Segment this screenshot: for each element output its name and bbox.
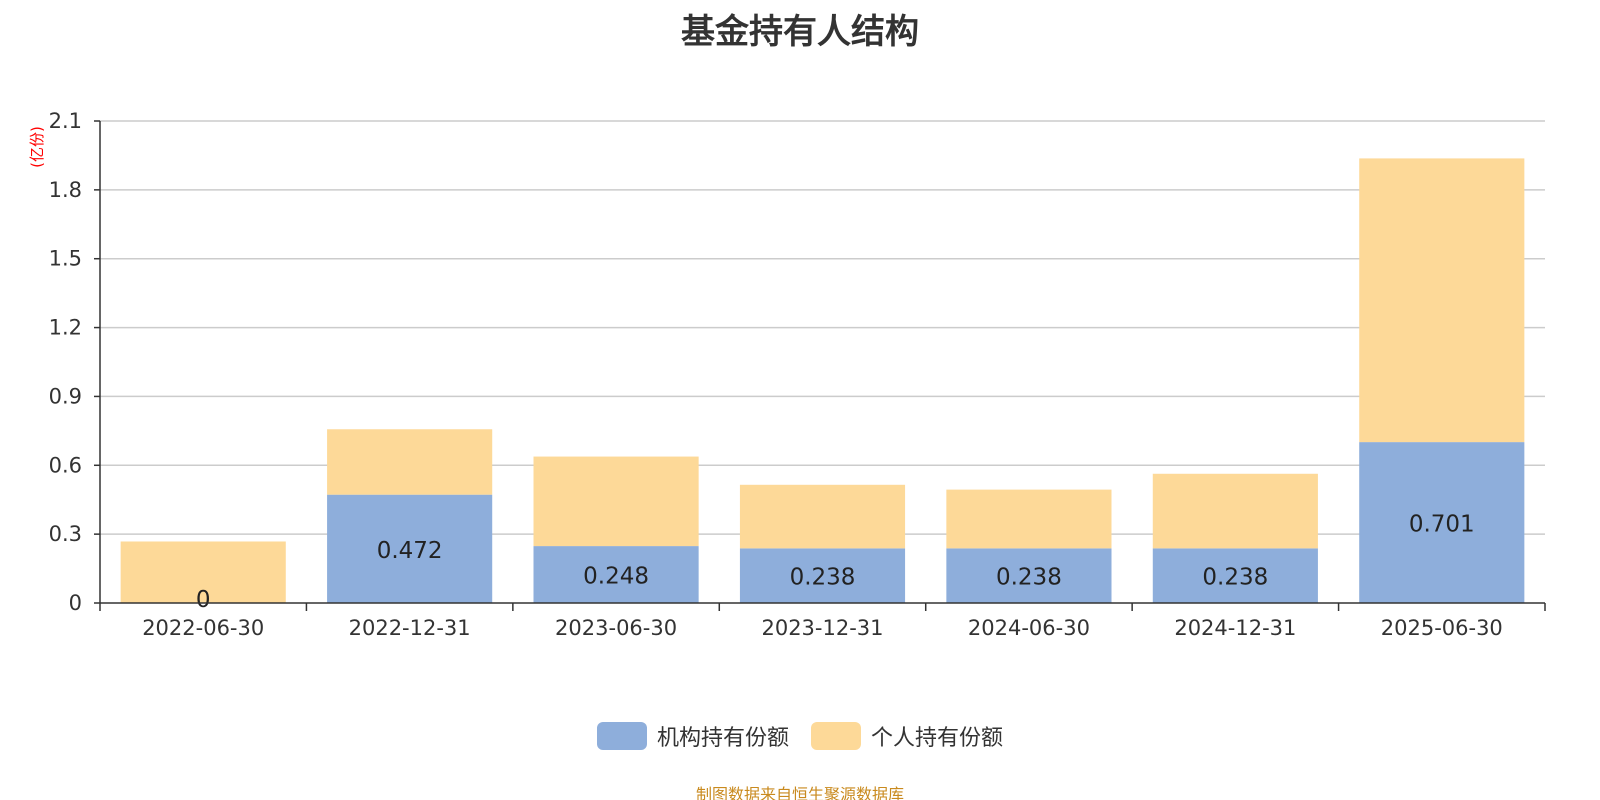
y-tick-label: 0.9 bbox=[49, 384, 82, 408]
bars bbox=[120, 158, 1525, 603]
legend-swatch-individual bbox=[811, 722, 861, 750]
data-label-institutional: 0 bbox=[196, 587, 211, 613]
bar-individual bbox=[533, 456, 699, 547]
data-label-institutional: 0.238 bbox=[1202, 565, 1268, 591]
bar-individual bbox=[120, 541, 286, 603]
y-tick-label: 0.6 bbox=[49, 453, 82, 477]
bar-individual bbox=[1359, 158, 1525, 443]
x-tick-label: 2024-12-31 bbox=[1174, 616, 1296, 640]
y-tick-label: 2.1 bbox=[49, 109, 82, 133]
x-tick-label: 2023-12-31 bbox=[761, 616, 883, 640]
legend-swatch-institutional bbox=[596, 722, 647, 750]
axes: 0 0.3 0.6 0.9 1.2 1.5 1.8 2.1 2022-06-30 2022-12-… bbox=[49, 109, 1546, 640]
bar-institutional bbox=[946, 548, 1112, 603]
data-label-institutional: 0.472 bbox=[377, 538, 443, 564]
bar-institutional bbox=[327, 494, 493, 603]
bar-individual bbox=[327, 429, 493, 495]
data-label-institutional: 0.238 bbox=[996, 565, 1062, 591]
y-tick-label: 0 bbox=[69, 591, 82, 615]
data-label-institutional: 0.701 bbox=[1409, 512, 1475, 538]
y-tick-label: 1.5 bbox=[49, 247, 82, 271]
bar-institutional bbox=[1359, 442, 1525, 603]
x-tick-label: 2024-06-30 bbox=[968, 616, 1090, 640]
legend-label-institutional: 机构持有份额 bbox=[656, 726, 789, 751]
bar-individual bbox=[739, 484, 906, 549]
data-label-institutional: 0.238 bbox=[790, 565, 856, 591]
bar-individual bbox=[946, 489, 1112, 549]
bar-institutional bbox=[1152, 548, 1318, 603]
data-labels: 0 0.472 0.248 0.238 0.238 0.238 0.701 bbox=[196, 512, 1475, 613]
y-tick-label: 1.2 bbox=[49, 316, 82, 340]
x-tick-label: 2025-06-30 bbox=[1381, 616, 1503, 640]
grid-lines bbox=[100, 120, 1545, 535]
x-tick-label: 2023-06-30 bbox=[555, 616, 677, 640]
y-axis-unit-label: (亿份) bbox=[28, 126, 46, 168]
bar-institutional bbox=[533, 546, 699, 603]
legend-label-individual: 个人持有份额 bbox=[871, 726, 1004, 751]
y-tick-label: 1.8 bbox=[49, 178, 82, 202]
y-tick-label: 0.3 bbox=[49, 522, 82, 546]
chart-title: 基金持有人结构 bbox=[681, 12, 919, 52]
x-tick-label: 2022-12-31 bbox=[349, 616, 471, 640]
source-note: 制图数据来自恒生聚源数据库 bbox=[695, 785, 904, 800]
bar-institutional bbox=[739, 548, 906, 603]
data-label-institutional: 0.248 bbox=[583, 564, 649, 590]
legend-item-individual[interactable]: 个人持有份额 bbox=[811, 720, 1003, 752]
legend-item-institutional[interactable]: 机构持有份额 bbox=[596, 720, 789, 752]
x-tick-label: 2022-06-30 bbox=[142, 616, 264, 640]
bar-individual bbox=[1152, 473, 1318, 549]
chart-legend: 机构持有份额 个人持有份额 bbox=[0, 720, 1600, 752]
